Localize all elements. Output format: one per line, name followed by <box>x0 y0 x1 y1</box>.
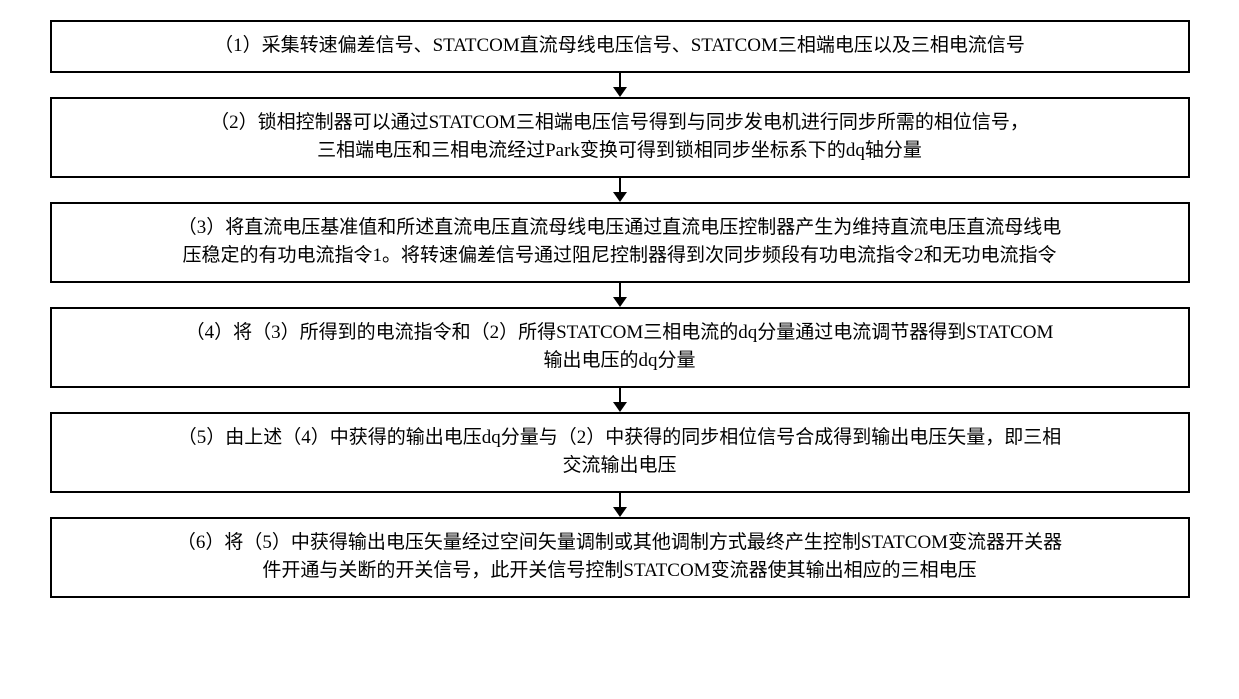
step-box-2: （2）锁相控制器可以通过STATCOM三相端电压信号得到与同步发电机进行同步所需… <box>50 97 1190 178</box>
arrow-3-4 <box>612 283 628 307</box>
arrow-2-3 <box>612 178 628 202</box>
step-box-6: （6）将（5）中获得输出电压矢量经过空间矢量调制或其他调制方式最终产生控制STA… <box>50 517 1190 598</box>
step-text-2: （2）锁相控制器可以通过STATCOM三相端电压信号得到与同步发电机进行同步所需… <box>210 109 1029 166</box>
step-text-6: （6）将（5）中获得输出电压矢量经过空间矢量调制或其他调制方式最终产生控制STA… <box>177 529 1062 586</box>
arrow-1-2 <box>612 73 628 97</box>
arrow-5-6 <box>612 493 628 517</box>
arrow-4-5 <box>612 388 628 412</box>
step-text-4: （4）将（3）所得到的电流指令和（2）所得STATCOM三相电流的dq分量通过电… <box>186 319 1054 376</box>
step-box-1: （1）采集转速偏差信号、STATCOM直流母线电压信号、STATCOM三相端电压… <box>50 20 1190 73</box>
step-text-5: （5）由上述（4）中获得的输出电压dq分量与（2）中获得的同步相位信号合成得到输… <box>178 424 1062 481</box>
step-text-1: （1）采集转速偏差信号、STATCOM直流母线电压信号、STATCOM三相端电压… <box>214 32 1025 61</box>
step-text-3: （3）将直流电压基准值和所述直流电压直流母线电压通过直流电压控制器产生为维持直流… <box>178 214 1062 271</box>
step-box-3: （3）将直流电压基准值和所述直流电压直流母线电压通过直流电压控制器产生为维持直流… <box>50 202 1190 283</box>
step-box-4: （4）将（3）所得到的电流指令和（2）所得STATCOM三相电流的dq分量通过电… <box>50 307 1190 388</box>
step-box-5: （5）由上述（4）中获得的输出电压dq分量与（2）中获得的同步相位信号合成得到输… <box>50 412 1190 493</box>
